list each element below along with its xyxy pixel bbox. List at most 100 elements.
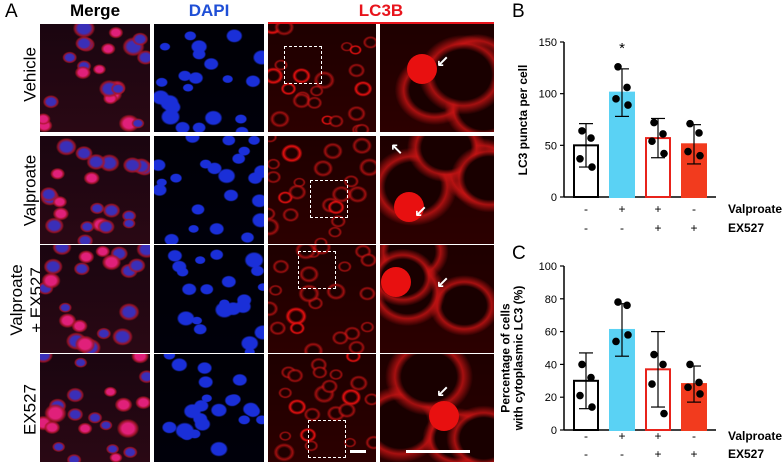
zoom-region-box [298, 251, 336, 289]
y-tick-label: 60 [545, 327, 557, 339]
bright-cell-blob [394, 192, 424, 222]
treatment-sign: + [690, 447, 697, 461]
data-point [587, 373, 595, 382]
y-tick-label: 150 [539, 37, 557, 49]
y-tick-label: 100 [539, 261, 557, 273]
bright-cell-blob [429, 401, 459, 431]
significance-marker: * [619, 40, 625, 57]
data-point [588, 163, 596, 171]
treatment-label: Valproate [728, 429, 782, 443]
data-point [684, 383, 692, 392]
treatment-sign: - [692, 429, 696, 443]
treatment-sign: + [618, 202, 625, 216]
micrograph-valproate-ex527-merge [40, 245, 150, 353]
puncta-arrow-icon: ↙ [436, 382, 450, 401]
micrograph-valproate-dapi [154, 136, 264, 244]
scale-bar [350, 450, 366, 453]
treatment-sign: + [654, 221, 661, 235]
column-header-merge: Merge [69, 1, 121, 20]
treatment-label: Valproate [728, 202, 782, 216]
y-tick-label: 0 [551, 192, 557, 204]
panel-label-b: B [512, 1, 525, 22]
zoom-region-box [308, 420, 346, 458]
micrograph-valproate-merge [40, 136, 150, 244]
treatment-sign: - [584, 447, 588, 461]
micrograph-vehicle-lc3b-zoom: ↙ [380, 24, 494, 132]
data-point [684, 147, 692, 156]
treatment-sign: + [690, 221, 697, 235]
data-point [587, 134, 595, 142]
data-point [614, 298, 622, 306]
y-tick-label: 50 [545, 140, 557, 152]
data-point [612, 337, 620, 346]
treatment-sign: - [620, 447, 624, 461]
data-point [695, 129, 703, 137]
bright-cell-blob [381, 267, 411, 297]
data-point [686, 360, 694, 369]
micrograph-vehicle-dapi [154, 24, 264, 132]
y-axis-label: with cytoplasmic LC3 (%) [512, 286, 526, 432]
micrograph-vehicle-lc3b [268, 24, 376, 132]
treatment-sign: - [620, 221, 624, 235]
treatment-label: EX527 [728, 447, 764, 461]
treatment-sign: + [654, 429, 661, 443]
y-tick-label: 80 [545, 294, 557, 306]
micrograph-valproate-lc3b [268, 136, 376, 244]
data-point [696, 390, 704, 398]
micrograph-valproate-ex527-dapi [154, 245, 264, 353]
treatment-sign: + [654, 202, 661, 216]
micrograph-valproate-lc3b-zoom: ↙ ↖ [380, 136, 494, 244]
data-point [588, 403, 596, 411]
micrograph-valproate-ex527-lc3b-zoom: ↙ [380, 245, 494, 353]
data-point [614, 63, 622, 71]
data-point [623, 83, 631, 92]
data-point [659, 130, 667, 138]
y-tick-label: 20 [545, 392, 557, 404]
data-point [696, 151, 704, 160]
lc3b-header-underline [268, 22, 494, 24]
data-point [624, 331, 632, 339]
data-point [578, 127, 586, 135]
data-point [650, 350, 658, 359]
data-point [659, 360, 667, 369]
micrograph-ex527-merge [40, 354, 150, 462]
data-point [650, 118, 658, 127]
column-header-dapi: DAPI [188, 1, 230, 20]
treatment-sign: - [692, 202, 696, 216]
treatment-sign: - [584, 429, 588, 443]
puncta-arrow-icon: ↙ [436, 52, 450, 71]
micrograph-ex527-lc3b-zoom: ↙ [380, 354, 494, 462]
treatment-sign: - [584, 221, 588, 235]
puncta-arrow-icon: ↙ [436, 273, 450, 292]
data-point [686, 119, 694, 128]
micrograph-valproate-ex527-lc3b [268, 245, 376, 353]
data-point [695, 378, 703, 387]
treatment-sign: + [618, 429, 625, 443]
data-point [648, 137, 656, 145]
y-tick-label: 100 [539, 89, 557, 101]
treatment-sign: - [584, 202, 588, 216]
panel-label-a: A [5, 1, 18, 22]
micrograph-vehicle-merge [40, 24, 150, 132]
data-point [578, 360, 586, 369]
micrograph-ex527-dapi [154, 354, 264, 462]
puncta-arrow-icon: ↙ [414, 202, 428, 221]
y-axis-label: LC3 puncta per cell [516, 65, 530, 176]
data-point [623, 301, 631, 310]
data-point [576, 154, 584, 163]
bright-cell-blob [407, 54, 437, 84]
treatment-sign: + [654, 447, 661, 461]
y-axis-label: Percentage of cells [499, 303, 513, 413]
data-point [660, 149, 668, 158]
y-tick-label: 40 [545, 359, 557, 371]
panel-label-c: C [512, 243, 526, 264]
column-header-lc3b: LC3B [358, 1, 404, 20]
data-point [660, 409, 668, 418]
data-point [648, 380, 656, 388]
scale-bar [406, 450, 470, 453]
data-point [612, 95, 620, 103]
micrograph-ex527-lc3b [268, 354, 376, 462]
data-point [576, 391, 584, 400]
zoom-region-box [310, 180, 348, 218]
